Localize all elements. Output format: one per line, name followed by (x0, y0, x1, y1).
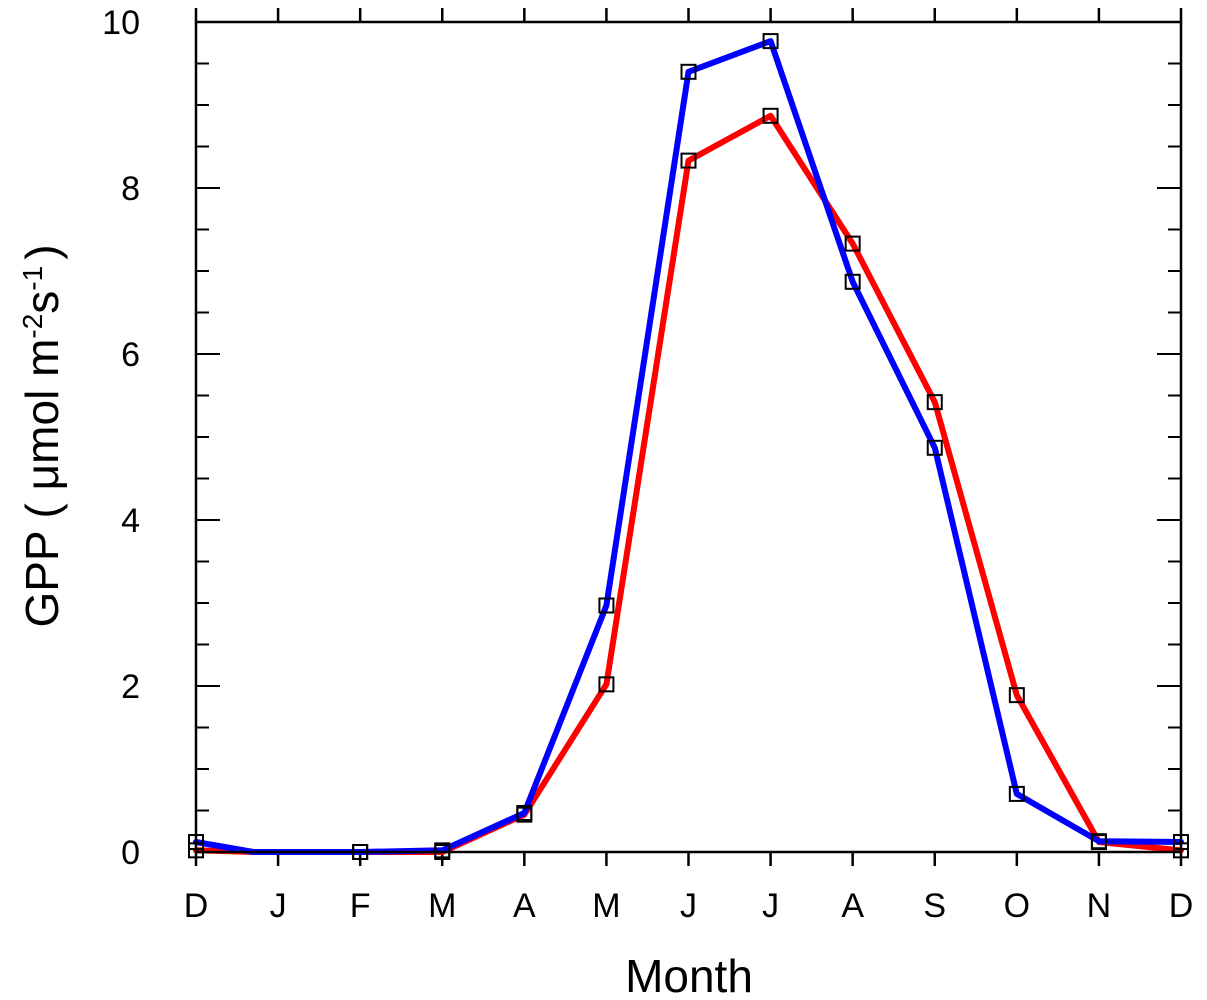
y-axis-title-mid: s (16, 291, 68, 314)
y-axis-title-sup1: -2 (17, 314, 48, 339)
series-1-marker (1008, 687, 1025, 704)
x-tick-label: A (841, 887, 864, 925)
y-tick-label: 8 (121, 170, 140, 208)
series-2-marker (762, 33, 779, 50)
series-line-1 (193, 112, 1184, 855)
series-1-marker (762, 107, 779, 124)
x-tick-label: M (428, 887, 456, 925)
x-axis-title: Month (625, 950, 753, 1000)
x-tick-label: J (762, 887, 779, 925)
series-2-marker (598, 597, 615, 614)
y-tick-labels: 0 2 4 6 8 10 (102, 4, 140, 872)
series-1-marker (926, 394, 943, 411)
series-2-marker (516, 804, 533, 821)
series-2-marker (1090, 833, 1107, 850)
tick-marks (194, 8, 1183, 866)
y-tick-label: 10 (102, 4, 140, 42)
series-lines (193, 38, 1184, 855)
plot-frame (194, 20, 1183, 854)
x-tick-label: J (680, 887, 697, 925)
y-tick-label: 0 (121, 834, 140, 872)
series-2-marker (926, 439, 943, 456)
x-tick-label: D (184, 887, 209, 925)
series-2-marker (844, 273, 861, 290)
series-2-marker (680, 63, 697, 80)
series-1-marker (680, 152, 697, 169)
x-tick-label: J (270, 887, 287, 925)
x-tick-label: N (1087, 887, 1112, 925)
series-2-marker (1008, 785, 1025, 802)
series-2-marker (434, 842, 451, 859)
y-tick-label: 4 (121, 502, 140, 540)
x-tick-label: M (592, 887, 620, 925)
series-1-marker (844, 235, 861, 252)
x-tick-label: A (513, 887, 536, 925)
x-tick-label: F (350, 887, 371, 925)
y-axis-title-sup2: -1 (17, 266, 48, 291)
x-tick-label: S (923, 887, 946, 925)
series-1-marker (598, 676, 615, 693)
y-axis-title-end: ) (16, 244, 68, 259)
y-tick-label: 6 (121, 336, 140, 374)
y-axis-title: GPP ( μmol m-2s-1) (16, 244, 68, 627)
x-tick-label: O (1004, 887, 1030, 925)
x-tick-label: D (1169, 887, 1194, 925)
y-axis-title-main: GPP ( μmol m (16, 339, 68, 628)
y-tick-label: 2 (121, 668, 140, 706)
